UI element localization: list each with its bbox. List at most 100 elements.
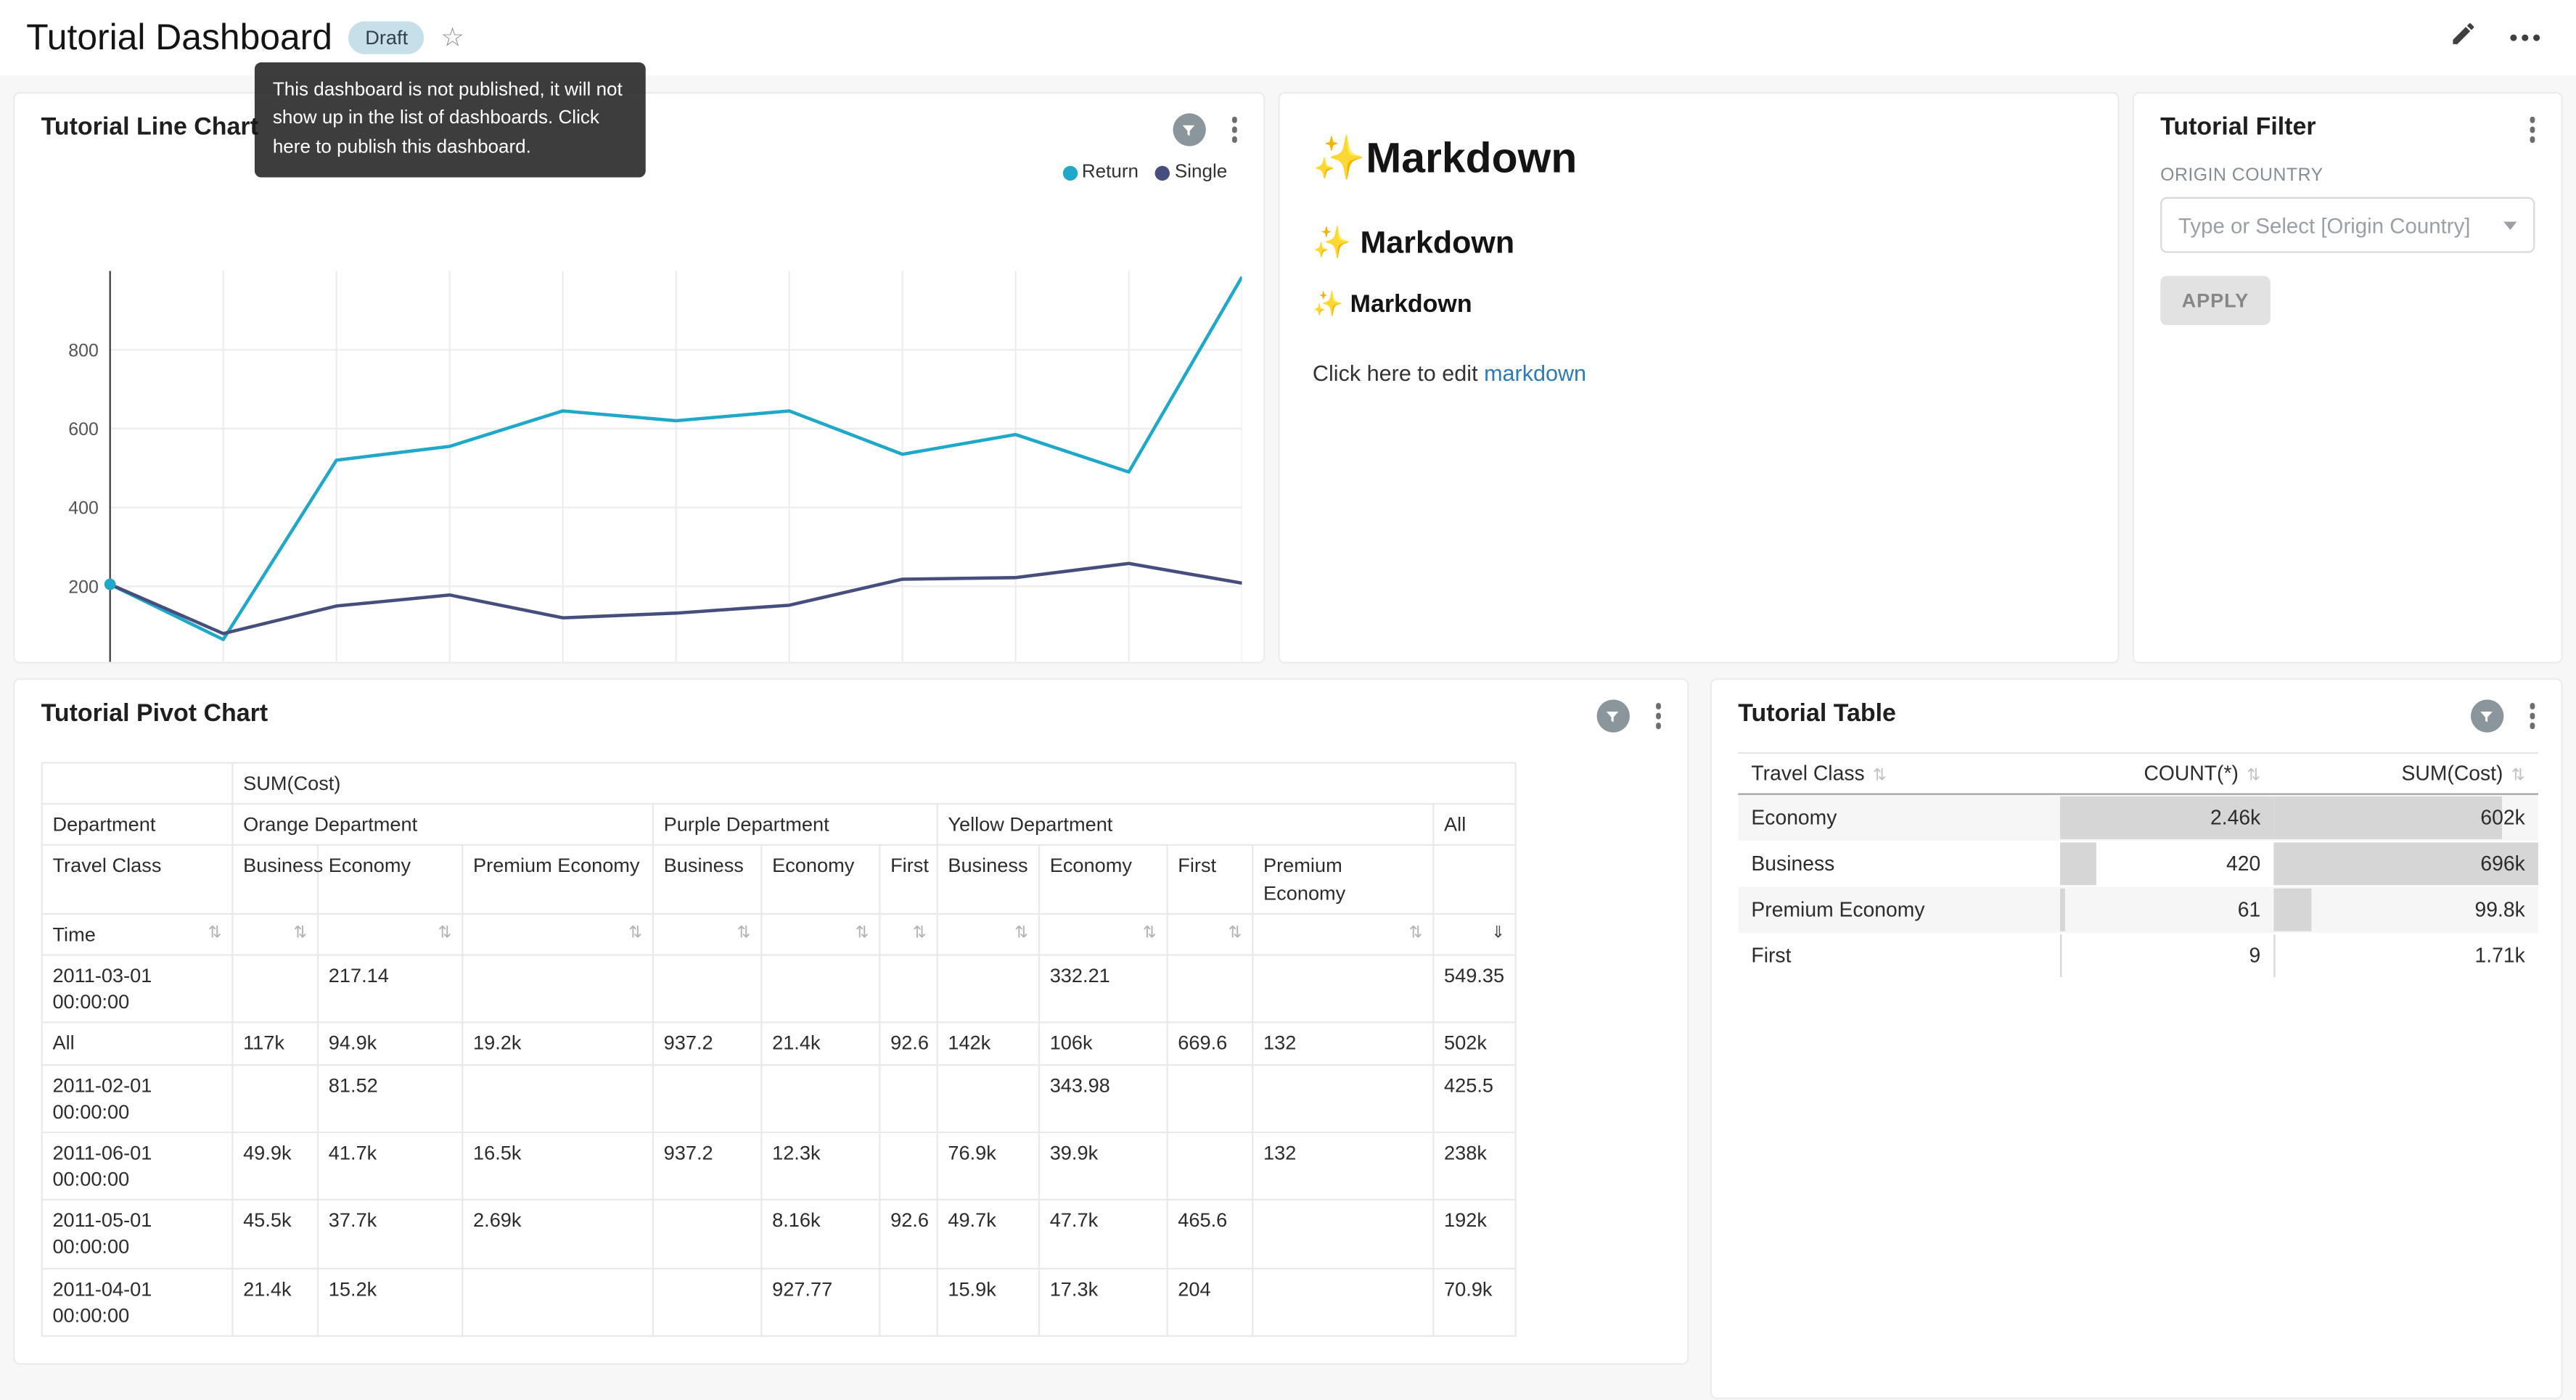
travel-class-cell: Business — [1751, 852, 1835, 876]
filter-funnel-icon[interactable] — [2469, 699, 2503, 733]
more-menu-icon[interactable] — [2510, 28, 2540, 47]
pivot-value-cell — [652, 954, 763, 1024]
series-line-single — [109, 561, 1242, 635]
pivot-value-cell: 502k — [1432, 1021, 1517, 1066]
pivot-value-cell: 8.16k — [760, 1199, 881, 1269]
pivot-value-cell: 45.5k — [231, 1199, 319, 1269]
column-header[interactable]: COUNT(*) ⇅ — [2060, 752, 2274, 795]
legend-item-return[interactable]: Return — [1062, 162, 1139, 182]
cell-value: 602k — [2480, 806, 2525, 830]
sort-icon[interactable]: ⇅ — [1872, 767, 1887, 786]
count-bar — [2060, 842, 2097, 886]
sum-cell: 602k — [2273, 794, 2538, 841]
column-header-label: Travel Class — [1751, 762, 1865, 786]
pivot-row: 2011-03-01 00:00:00 217.14 332.21 549.35 — [41, 954, 1517, 1024]
pivot-sort-cell: ⇅ — [652, 913, 763, 956]
legend-dot — [1154, 165, 1170, 180]
page-title: Tutorial Dashboard — [26, 16, 332, 58]
count-bar — [2060, 796, 2274, 839]
chevron-down-icon — [2503, 221, 2517, 229]
data-point-marker — [104, 578, 116, 590]
select-placeholder: Type or Select [Origin Country] — [2178, 213, 2471, 238]
pivot-sort-cell: ⇅ — [1166, 913, 1254, 956]
count-cell: 2.46k — [2060, 794, 2274, 841]
draft-tooltip[interactable]: This dashboard is not published, it will… — [254, 62, 646, 177]
pivot-value-cell: 39.9k — [1038, 1131, 1168, 1201]
line-chart-card: Tutorial Line Chart Return Single 200 400 6… — [13, 91, 1266, 664]
legend-item-single[interactable]: Single — [1154, 162, 1227, 182]
filter-funnel-icon[interactable] — [1596, 699, 1629, 733]
apply-button[interactable]: APPLY — [2160, 276, 2271, 326]
sort-icon[interactable]: ⇅ — [293, 924, 308, 942]
sort-desc-icon[interactable]: ⇓ — [1491, 924, 1506, 942]
sort-icon[interactable]: ⇅ — [737, 924, 751, 942]
pivot-value-cell: 204 — [1166, 1267, 1254, 1337]
sort-icon[interactable]: ⇅ — [912, 924, 927, 942]
table-card-title: Tutorial Table — [1738, 699, 1896, 728]
pivot-value-cell: 217.14 — [316, 954, 464, 1024]
table-row: First 9 1.71k — [1738, 933, 2538, 979]
sort-icon[interactable]: ⇅ — [855, 924, 869, 942]
sum-bar — [2273, 934, 2275, 978]
column-header-label: COUNT(*) — [2144, 762, 2239, 786]
sum-cell: 99.8k — [2273, 887, 2538, 933]
pivot-value-cell: 2.69k — [462, 1199, 655, 1269]
sort-icon[interactable]: ⇅ — [1408, 924, 1423, 942]
pivot-value-cell: 19.2k — [462, 1021, 655, 1066]
pivot-sort-cell: ⇅ — [936, 913, 1041, 956]
column-header[interactable]: Travel Class ⇅ — [1738, 752, 2061, 795]
cell-value: 61 — [2237, 898, 2261, 922]
pivot-value-cell: 92.6 — [879, 1199, 938, 1269]
pivot-metric-header: SUM(Cost) — [231, 762, 1517, 805]
pivot-cell — [1432, 844, 1517, 915]
edit-dashboard-icon[interactable] — [2450, 20, 2477, 56]
pivot-value-cell: 15.2k — [316, 1267, 464, 1337]
pivot-value-cell — [1166, 1131, 1254, 1201]
sort-icon[interactable]: ⇅ — [208, 924, 222, 942]
sort-icon[interactable]: ⇅ — [1014, 924, 1029, 942]
kebab-menu-icon[interactable] — [1225, 114, 1244, 146]
pivot-value-cell: 16.5k — [462, 1131, 655, 1201]
pivot-value-cell: 37.7k — [316, 1199, 464, 1269]
cell-value: 2.46k — [2210, 806, 2261, 830]
kebab-menu-icon[interactable] — [2522, 113, 2541, 145]
kebab-menu-icon[interactable] — [1649, 700, 1668, 732]
pivot-corner-cell — [41, 762, 234, 805]
markdown-h1: ✨Markdown — [1312, 133, 1578, 183]
origin-country-select[interactable]: Type or Select [Origin Country] — [2160, 197, 2535, 253]
pivot-value-cell: 17.3k — [1038, 1267, 1168, 1337]
sort-icon[interactable]: ⇅ — [438, 924, 452, 942]
pivot-value-cell — [879, 1063, 938, 1133]
pivot-row: 2011-05-01 00:00:00 45.5k 37.7k 2.69k 8.16k 9… — [41, 1199, 1517, 1269]
pivot-row-label: 2011-03-01 00:00:00 — [41, 954, 234, 1024]
draft-badge[interactable]: Draft — [348, 21, 424, 54]
pivot-value-cell: 21.4k — [231, 1267, 319, 1337]
kebab-menu-icon[interactable] — [2522, 700, 2541, 732]
pivot-row-label: 2011-02-01 00:00:00 — [41, 1063, 234, 1133]
favorite-star-icon[interactable]: ☆ — [440, 24, 464, 53]
chart-legend: Return Single — [1062, 162, 1227, 182]
sort-icon[interactable]: ⇅ — [2511, 767, 2525, 786]
filter-funnel-icon[interactable] — [1172, 113, 1205, 147]
column-header-label: SUM(Cost) — [2401, 762, 2503, 786]
pivot-class-label: Travel Class — [41, 844, 234, 915]
markdown-h2: ✨ Markdown — [1312, 226, 1515, 261]
sort-icon[interactable]: ⇅ — [1228, 924, 1242, 942]
pivot-value-cell — [231, 954, 319, 1024]
sort-icon[interactable]: ⇅ — [1142, 924, 1157, 942]
pivot-value-cell: 669.6 — [1166, 1021, 1254, 1066]
pivot-value-cell: 142k — [936, 1021, 1041, 1066]
sum-cell: 1.71k — [2273, 933, 2538, 979]
sort-icon[interactable]: ⇅ — [628, 924, 643, 942]
sort-icon[interactable]: ⇅ — [2247, 767, 2261, 786]
column-header[interactable]: SUM(Cost) ⇅ — [2273, 752, 2538, 795]
pivot-sort-cell: ⇅ — [316, 913, 464, 956]
pivot-value-cell — [1252, 954, 1435, 1024]
markdown-edit-link[interactable]: markdown — [1484, 361, 1587, 387]
origin-country-label: ORIGIN COUNTRY — [2160, 165, 2323, 186]
sum-bar — [2273, 842, 2538, 886]
markdown-cta-text: Click here to edit — [1312, 361, 1485, 387]
pivot-value-cell — [1252, 1267, 1435, 1337]
pivot-value-cell: 92.6 — [879, 1021, 938, 1066]
